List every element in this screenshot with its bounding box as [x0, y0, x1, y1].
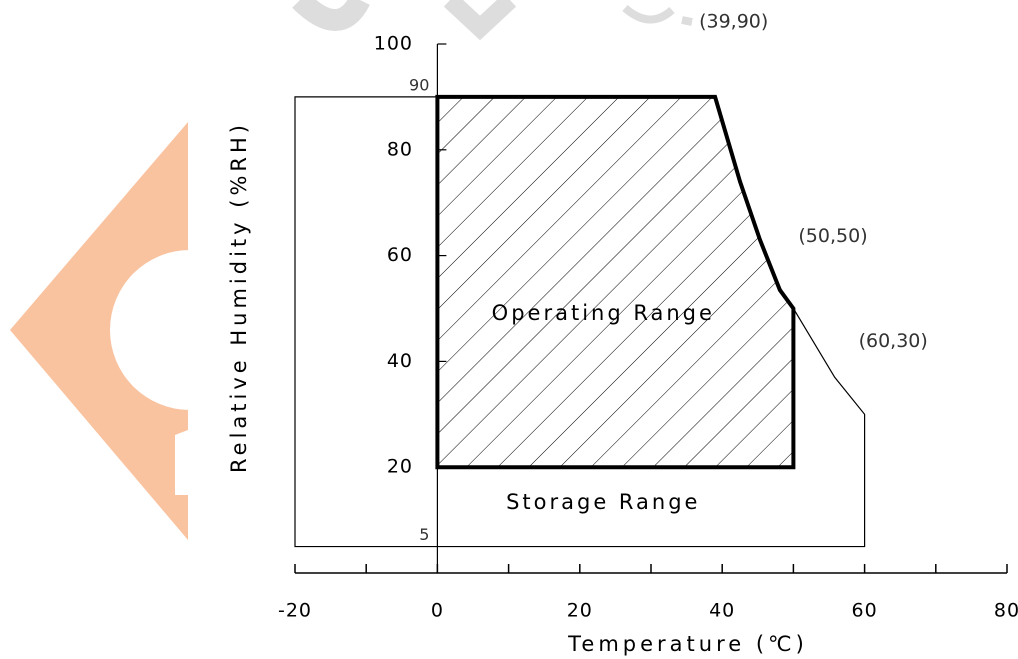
x-tick-label: 80	[994, 600, 1018, 622]
x-tick-label: 40	[709, 600, 735, 622]
y-mark-label: 5	[419, 525, 429, 544]
x-tick-label: 60	[852, 600, 878, 622]
y-tick-label: 20	[387, 456, 413, 478]
x-axis-title: Temperature (℃)	[567, 632, 808, 656]
y-mark-label: 90	[409, 75, 429, 94]
x-tick-label: 0	[431, 600, 444, 622]
plot: Storage Range Operating Range -20 0 20 40 60 80…	[278, 10, 1018, 621]
annotation: (60,30)	[859, 330, 928, 352]
y-tick-label: 100	[374, 33, 413, 55]
y-tick-label: 80	[387, 138, 413, 160]
annotation: (39,90)	[699, 10, 768, 32]
annotation: (50,50)	[798, 225, 867, 247]
operating-region	[437, 97, 793, 467]
y-axis-title: Relative Humidity (%RH)	[227, 121, 251, 473]
y-tick-label: 60	[387, 244, 413, 266]
y-tick-label: 40	[387, 350, 413, 372]
chart: Storage Range Operating Range -20 0 20 40 60 80…	[0, 0, 1018, 659]
region-label: Storage Range	[506, 490, 700, 514]
x-tick-label: 20	[567, 600, 593, 622]
region-label: Operating Range	[492, 301, 715, 325]
x-tick-label: -20	[278, 600, 312, 622]
